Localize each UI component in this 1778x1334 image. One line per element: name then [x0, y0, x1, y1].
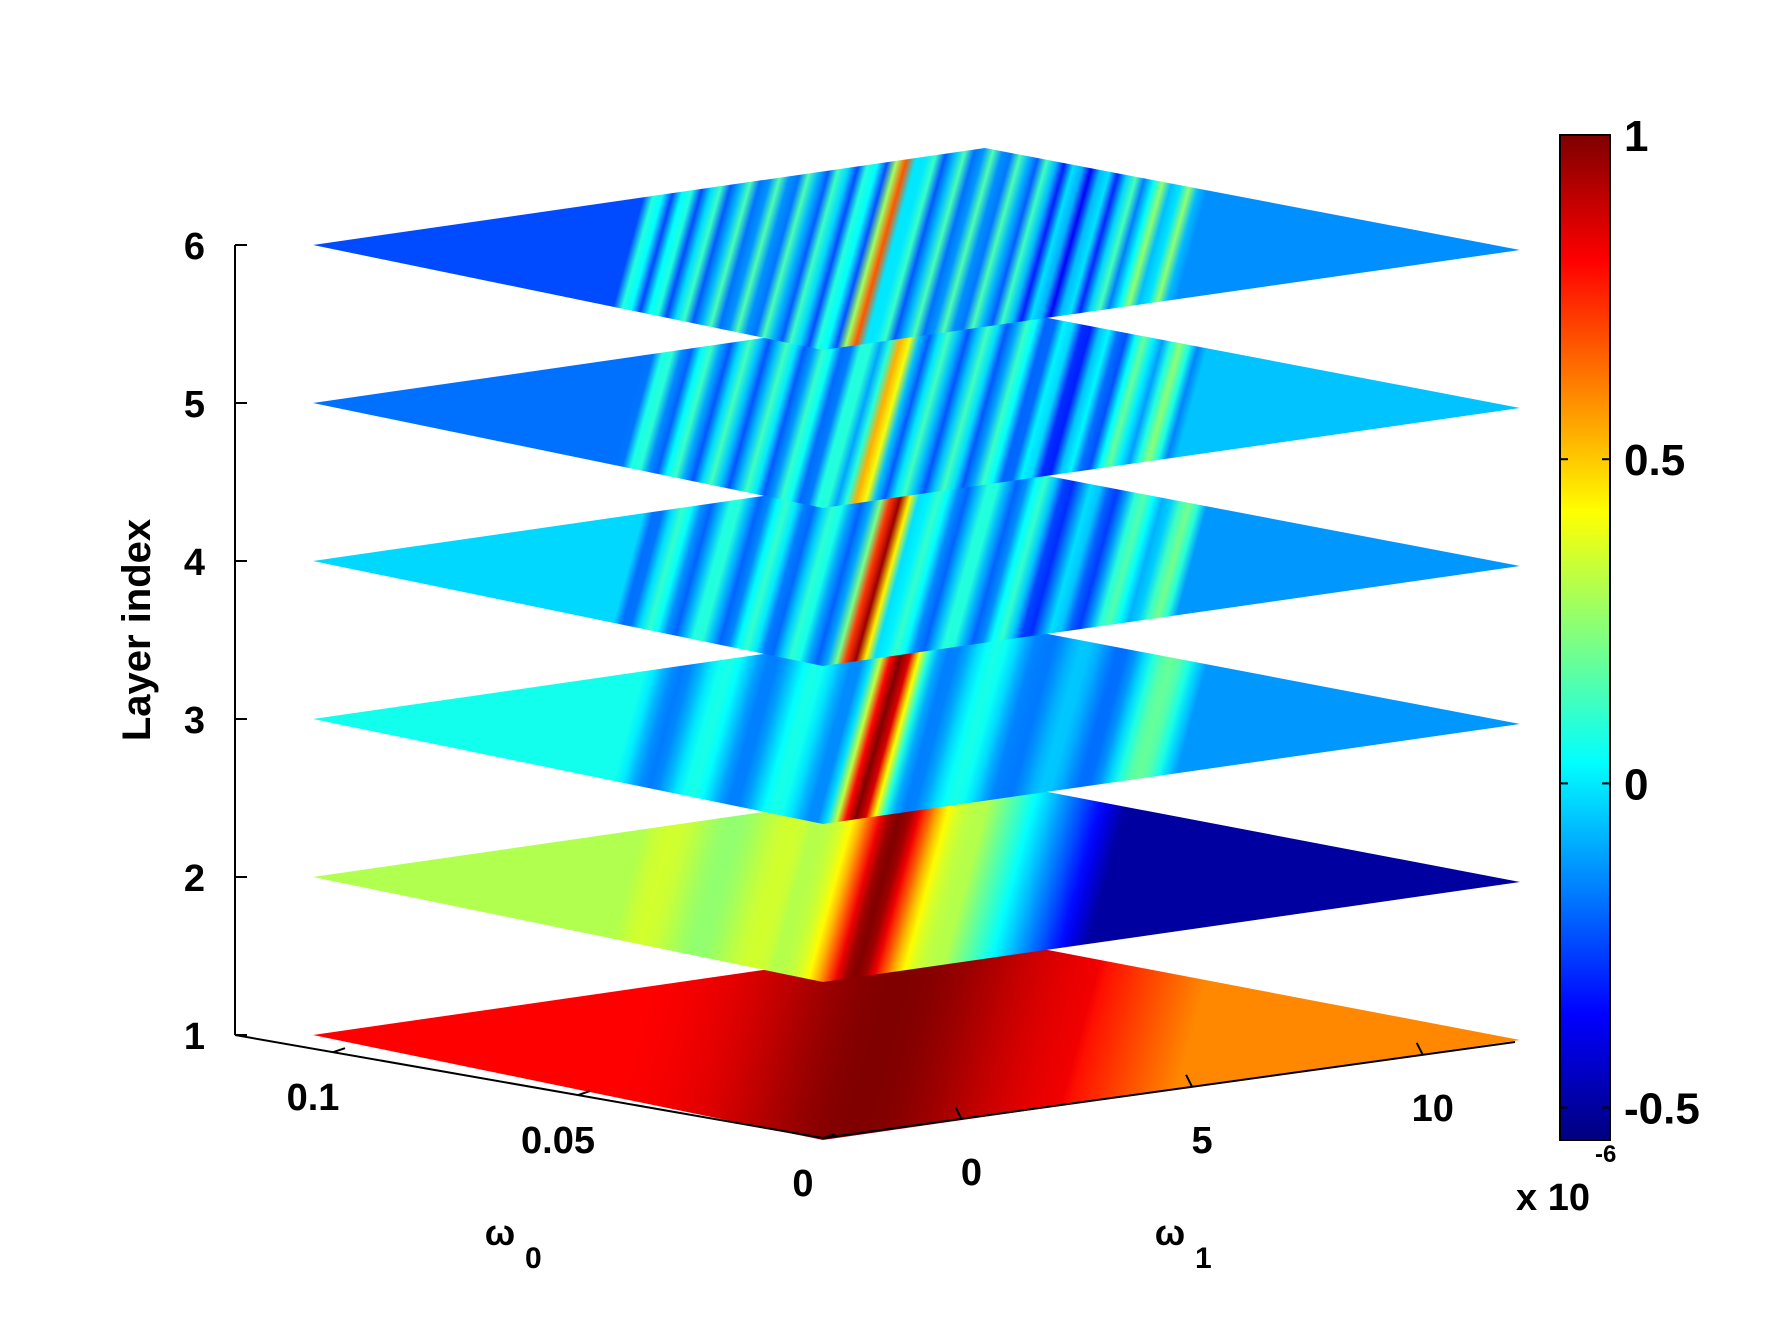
omega0-axis-label: ω: [485, 1212, 515, 1253]
omega0-tick-label: 0.1: [287, 1077, 340, 1119]
z-axis-label: Layer index: [115, 519, 159, 741]
z-tick-label: 6: [184, 226, 205, 268]
colorbar: 1 0.5 0 -0.5: [1559, 112, 1700, 1141]
omega1-tick-label: 10: [1412, 1088, 1454, 1130]
colorbar-tick-label: 0.5: [1624, 436, 1685, 485]
omega0-tick-mark: [332, 1047, 346, 1054]
omega0-tick-label: 0.05: [521, 1120, 595, 1162]
layer-planes: [313, 148, 1520, 1140]
omega1-tick-mark: [1185, 1074, 1193, 1088]
omega1-multiplier-exponent: -6: [1595, 1141, 1616, 1168]
layer-4-plane: [313, 464, 1520, 666]
layer-6-plane: [313, 148, 1520, 350]
omega1-axis-label: ω: [1155, 1212, 1185, 1253]
layer-1-plane: [313, 938, 1520, 1140]
z-tick-label: 1: [184, 1016, 205, 1058]
colorbar-gradient: [1559, 134, 1611, 1141]
omega1-tick-mark: [1415, 1042, 1424, 1056]
omega0-axis-label-subscript: 0: [525, 1242, 542, 1275]
z-tick-label: 3: [184, 700, 205, 742]
z-tick-label: 4: [184, 542, 205, 584]
layer-3-plane: [313, 622, 1520, 824]
omega1-axis-line: [822, 1041, 1516, 1139]
z-tick-label: 5: [184, 384, 205, 426]
omega1-tick-label: 5: [1191, 1120, 1212, 1162]
omega1-multiplier: x 10: [1516, 1177, 1590, 1219]
colorbar-tick-label: 0: [1624, 760, 1648, 809]
colorbar-tick-label: -0.5: [1624, 1085, 1700, 1134]
omega1-tick-mark: [954, 1106, 963, 1120]
omega1-axis-label-subscript: 1: [1195, 1242, 1212, 1275]
colorbar-tick-label: 1: [1624, 112, 1648, 161]
omega0-tick-mark: [577, 1090, 591, 1097]
layer-5-plane: [313, 306, 1520, 508]
omega0-tick-label: 0: [792, 1163, 813, 1205]
layer-2-plane: [313, 780, 1520, 982]
omega1-tick-label: 0: [961, 1152, 982, 1194]
z-tick-label: 2: [184, 858, 205, 900]
